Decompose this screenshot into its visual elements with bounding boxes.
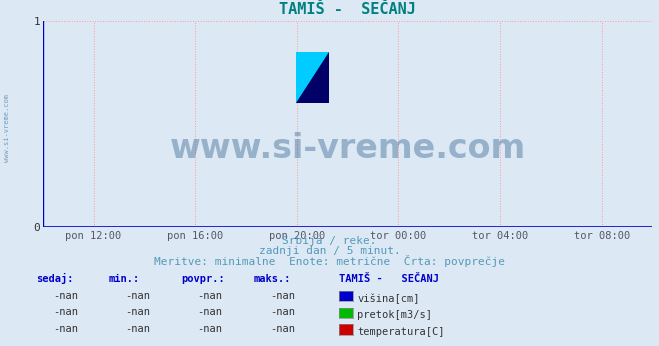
Title: TAMIŠ -  SEČANJ: TAMIŠ - SEČANJ	[279, 2, 416, 17]
Text: -nan: -nan	[198, 307, 223, 317]
Text: Meritve: minimalne  Enote: metrične  Črta: povprečje: Meritve: minimalne Enote: metrične Črta:…	[154, 255, 505, 267]
Text: www.si-vreme.com: www.si-vreme.com	[169, 132, 526, 165]
Text: povpr.:: povpr.:	[181, 274, 225, 284]
Text: temperatura[C]: temperatura[C]	[357, 327, 445, 337]
Text: -nan: -nan	[270, 324, 295, 334]
Text: -nan: -nan	[53, 291, 78, 301]
Polygon shape	[296, 52, 330, 103]
Text: min.:: min.:	[109, 274, 140, 284]
Polygon shape	[296, 52, 330, 103]
Text: TAMIŠ -   SEČANJ: TAMIŠ - SEČANJ	[339, 274, 440, 284]
Text: maks.:: maks.:	[254, 274, 291, 284]
Text: -nan: -nan	[53, 324, 78, 334]
Text: Srbija / reke.: Srbija / reke.	[282, 236, 377, 246]
Text: -nan: -nan	[53, 307, 78, 317]
Text: zadnji dan / 5 minut.: zadnji dan / 5 minut.	[258, 246, 401, 256]
Text: -nan: -nan	[270, 291, 295, 301]
Text: -nan: -nan	[198, 324, 223, 334]
Text: -nan: -nan	[198, 291, 223, 301]
Text: pretok[m3/s]: pretok[m3/s]	[357, 310, 432, 320]
Text: višina[cm]: višina[cm]	[357, 293, 420, 304]
Text: -nan: -nan	[125, 291, 150, 301]
Text: sedaj:: sedaj:	[36, 273, 74, 284]
Text: -nan: -nan	[125, 324, 150, 334]
Text: -nan: -nan	[270, 307, 295, 317]
Polygon shape	[296, 52, 330, 103]
Text: -nan: -nan	[125, 307, 150, 317]
Text: www.si-vreme.com: www.si-vreme.com	[3, 94, 10, 162]
